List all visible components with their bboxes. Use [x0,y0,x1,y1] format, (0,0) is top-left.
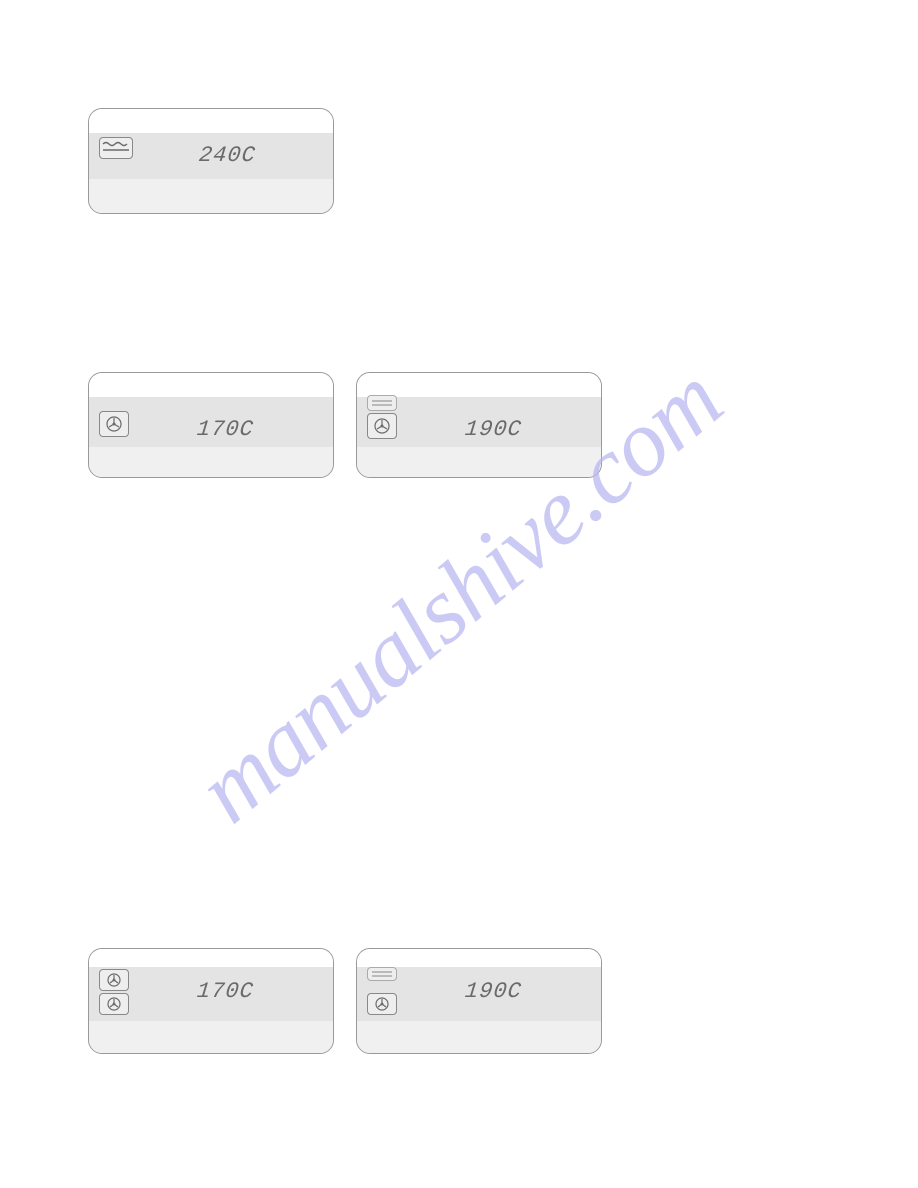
panel4-top-row [89,949,333,967]
panel1-temperature: 240C [198,143,257,168]
top-heat-small-icon [367,967,397,981]
fan-icon [367,413,397,439]
panel2-temperature: 170C [196,417,255,442]
top-heat-icon [99,137,133,159]
page: manualshive.com 240C 1 [0,0,918,1188]
fan-icon-bottom [99,993,129,1015]
top-heat-small-icon [367,395,397,411]
display-panel-4: 170C [88,948,334,1054]
panel3-temperature: 190C [464,417,523,442]
panel3-bot-row [357,447,601,477]
fan-icon-bottom [367,993,397,1015]
display-panel-2: 170C [88,372,334,478]
panel5-temperature: 190C [464,979,523,1004]
panel3-top-row [357,373,601,397]
panel4-bot-row [89,1021,333,1053]
panel5-mid-row: 190C [357,967,601,1021]
panel5-bot-row [357,1021,601,1053]
display-panel-3: 190C [356,372,602,478]
panel4-temperature: 170C [196,979,255,1004]
panel1-mid-row: 240C [89,133,333,179]
panel5-top-row [357,949,601,967]
panel2-top-row [89,373,333,397]
panel4-mid-row: 170C [89,967,333,1021]
panel2-mid-row: 170C [89,397,333,447]
fan-icon [99,411,129,437]
panel3-mid-row: 190C [357,397,601,447]
display-panel-5: 190C [356,948,602,1054]
fan-icon-top [99,969,129,991]
display-panel-1: 240C [88,108,334,214]
panel2-bot-row [89,447,333,477]
panel1-top-row [89,109,333,133]
panel1-bot-row [89,179,333,213]
